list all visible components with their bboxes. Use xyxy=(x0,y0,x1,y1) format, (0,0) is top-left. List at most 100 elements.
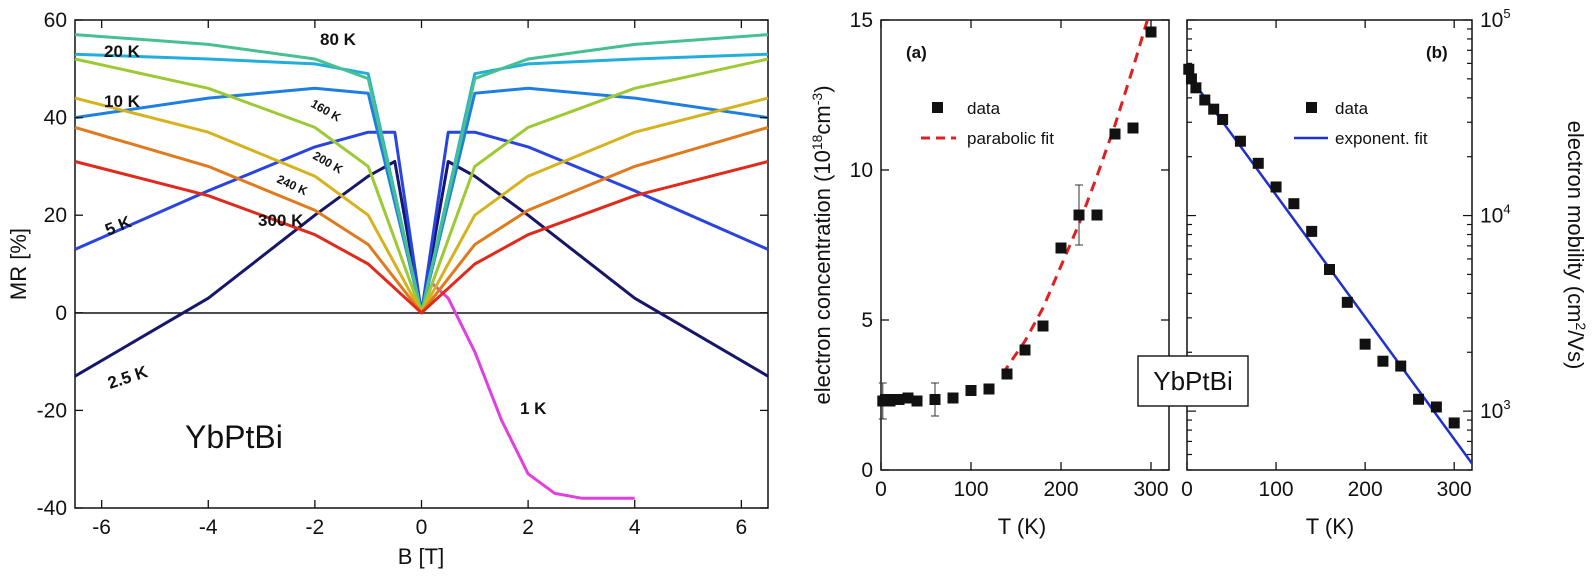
mr-x-tick-label: -4 xyxy=(199,516,218,539)
curve-label-1k: 1 K xyxy=(520,399,547,418)
a-x-tick-label: 0 xyxy=(875,478,887,501)
b-data-point xyxy=(1234,135,1246,147)
mr-y-tick-label: 0 xyxy=(55,302,67,325)
b-data-point xyxy=(1341,296,1353,308)
b-y-tick-label: 105 xyxy=(1480,6,1511,32)
mr-y-tick-label: 20 xyxy=(44,204,67,227)
a-content-group: 0 100 200 300 0 5 10 15 xyxy=(850,9,1169,501)
b-data-point xyxy=(1288,198,1300,210)
legend-b-data-label: data xyxy=(1335,99,1369,118)
b-data-point xyxy=(1190,82,1202,94)
b-x-axis-label: T (K) xyxy=(1306,514,1354,539)
b-x-tick-label: 200 xyxy=(1348,478,1383,501)
legend-b-fit-label: exponent. fit xyxy=(1335,129,1428,148)
mr-series-line xyxy=(74,52,769,315)
curve-label-80k: 80 K xyxy=(320,30,357,49)
b-data-point xyxy=(1252,157,1264,169)
b-data-point xyxy=(1185,73,1197,85)
sample-label-text: YbPtBi xyxy=(1153,366,1233,396)
mr-x-tick-label: 0 xyxy=(416,516,428,539)
mr-y-axis-label: MR [%] xyxy=(6,228,31,300)
mr-x-tick-label: -6 xyxy=(92,516,111,539)
mr-series-line xyxy=(74,33,769,315)
b-plot-frame xyxy=(1186,19,1473,471)
mr-x-tick-label: 6 xyxy=(736,516,748,539)
mr-series-group xyxy=(74,33,769,500)
b-data-point xyxy=(1208,103,1220,115)
a-data-point xyxy=(947,392,959,404)
a-fit-line xyxy=(1001,20,1149,375)
a-x-tick-label: 100 xyxy=(953,478,988,501)
a-data-point xyxy=(893,394,905,405)
b-data-point xyxy=(1217,113,1229,125)
a-data-point xyxy=(983,383,995,395)
mr-series-line xyxy=(74,160,769,315)
mr-plot-frame xyxy=(74,19,769,509)
mr-series-line xyxy=(74,57,769,315)
b-y-axis-label: electron mobility (cm2/Vs) xyxy=(1563,121,1589,370)
mr-y-tick-label: -20 xyxy=(37,399,67,422)
panel-a-label: (a) xyxy=(906,43,927,62)
a-x-tick-label: 300 xyxy=(1133,478,1168,501)
b-data-point xyxy=(1430,401,1442,413)
b-x-tick-label: 100 xyxy=(1259,478,1294,501)
b-data-point xyxy=(1183,63,1195,75)
mr-material-label: YbPtBi xyxy=(185,419,283,455)
b-y-tick-label: 103 xyxy=(1480,397,1511,423)
b-data-point xyxy=(1270,181,1282,193)
b-data-point xyxy=(1359,338,1371,350)
mr-y-tick-label: -40 xyxy=(37,497,67,520)
b-data-point xyxy=(1306,225,1318,237)
a-y-tick-label: 5 xyxy=(861,309,873,332)
mr-x-tick-label: 4 xyxy=(629,516,641,539)
a-y-tick-label: 15 xyxy=(850,9,873,32)
mr-x-axis-label: B [T] xyxy=(398,544,444,569)
curve-label-10k: 10 K xyxy=(104,92,141,111)
a-data-point xyxy=(1037,320,1049,332)
b-y-tick-label: 104 xyxy=(1480,202,1511,228)
a-y-tick-label: 10 xyxy=(850,159,873,182)
b-x-tick-label: 300 xyxy=(1437,478,1472,501)
a-data-point xyxy=(1001,368,1013,380)
sample-label-box: YbPtBi xyxy=(1137,355,1249,407)
curve-label-5k: 5 K xyxy=(102,212,134,240)
a-data-point xyxy=(1073,209,1085,221)
legend-a-data-label: data xyxy=(967,99,1001,118)
mr-y-tick-label: 60 xyxy=(44,9,67,32)
a-x-axis-label: T (K) xyxy=(998,514,1046,539)
b-data-point xyxy=(1199,94,1211,106)
a-data-point xyxy=(902,392,914,404)
mobility-chart: 0 100 200 300 103 104 105 (b) data exponent. f… xyxy=(1181,6,1589,539)
mr-series-line xyxy=(420,282,635,500)
mr-series-line xyxy=(74,86,769,315)
a-plot-frame xyxy=(880,19,1170,471)
b-content-group: 0 100 200 300 103 104 105 xyxy=(1181,6,1510,501)
a-data-point xyxy=(1055,242,1067,254)
curve-label-20k: 20 K xyxy=(104,42,141,61)
legend-a-fit-label: parabolic fit xyxy=(967,129,1054,148)
curve-label-300k: 300 K xyxy=(258,211,304,230)
a-y-tick-label: 0 xyxy=(861,459,873,482)
b-data-point xyxy=(1413,393,1425,405)
a-data-point xyxy=(929,394,941,405)
b-data-point xyxy=(1324,263,1335,275)
legend-b-data-marker xyxy=(1306,102,1317,113)
mr-series-line xyxy=(74,125,769,315)
mr-series-line xyxy=(74,96,769,315)
legend-a-data-marker xyxy=(932,102,943,113)
curve-label-2-5k: 2.5 K xyxy=(105,362,150,393)
b-data-point xyxy=(1395,360,1407,372)
a-data-point xyxy=(1145,26,1157,38)
mr-series-line xyxy=(74,160,769,378)
panel-b-label: (b) xyxy=(1426,43,1448,62)
curve-label-160k: 160 K xyxy=(309,96,344,124)
b-data-point xyxy=(1448,417,1460,429)
a-data-point xyxy=(965,385,977,396)
b-x-tick-label: 0 xyxy=(1181,478,1193,501)
a-data-point xyxy=(1109,128,1121,140)
curve-label-200k: 200 K xyxy=(311,148,346,176)
